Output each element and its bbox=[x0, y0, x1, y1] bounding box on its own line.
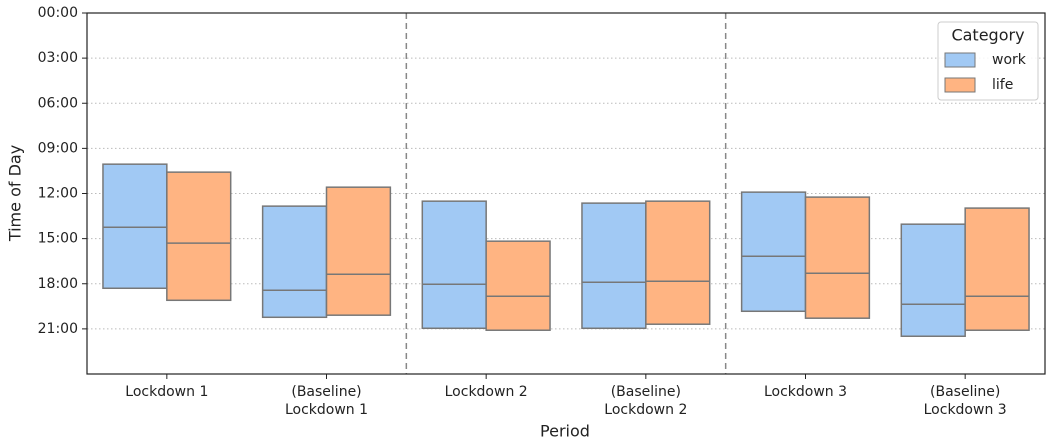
box bbox=[102, 163, 168, 290]
box bbox=[740, 191, 807, 313]
y-tick-label: 15:00 bbox=[38, 231, 78, 247]
x-tick-label-line: Lockdown 3 bbox=[764, 384, 847, 400]
x-tick-label-line: Lockdown 1 bbox=[125, 384, 208, 400]
y-axis-label: Time of Day bbox=[6, 145, 25, 242]
x-tick-label: (Baseline) Lockdown 1 bbox=[285, 384, 368, 418]
x-tick-label-line: (Baseline) bbox=[611, 384, 681, 400]
x-tick-label-line: (Baseline) bbox=[291, 384, 361, 400]
x-tick-label: (Baseline) Lockdown 2 bbox=[604, 384, 687, 418]
box bbox=[964, 207, 1030, 331]
box bbox=[645, 200, 711, 325]
box bbox=[804, 196, 871, 319]
box bbox=[261, 205, 328, 319]
legend-swatch bbox=[944, 52, 976, 68]
box bbox=[166, 171, 232, 302]
x-tick-label-line: Lockdown 3 bbox=[924, 402, 1007, 418]
box bbox=[421, 200, 487, 330]
y-tick-label: 09:00 bbox=[38, 140, 78, 156]
x-tick-label-line: Lockdown 1 bbox=[285, 402, 368, 418]
legend-title: Category bbox=[951, 26, 1024, 45]
y-tick-label: 12:00 bbox=[38, 186, 78, 202]
legend-label: life bbox=[992, 77, 1013, 93]
box bbox=[485, 240, 551, 331]
x-tick-label: Lockdown 2 bbox=[445, 384, 528, 400]
box bbox=[900, 223, 966, 337]
x-tick-label: Lockdown 3 bbox=[764, 384, 847, 400]
box bbox=[581, 202, 647, 330]
plot-frame bbox=[86, 12, 1046, 375]
y-tick-label: 21:00 bbox=[38, 321, 78, 337]
y-tick-label: 00:00 bbox=[38, 5, 78, 21]
legend-swatch bbox=[944, 77, 976, 93]
x-tick-label-line: (Baseline) bbox=[930, 384, 1000, 400]
box bbox=[325, 186, 392, 316]
x-tick-label-line: Lockdown 2 bbox=[445, 384, 528, 400]
y-tick-label: 18:00 bbox=[38, 276, 78, 292]
x-tick-label-line: Lockdown 2 bbox=[604, 402, 687, 418]
y-tick-label: 06:00 bbox=[38, 95, 78, 111]
y-tick-label: 03:00 bbox=[38, 50, 78, 66]
x-axis-label: Period bbox=[540, 422, 590, 441]
legend-label: work bbox=[992, 52, 1027, 68]
x-tick-label: Lockdown 1 bbox=[125, 384, 208, 400]
x-tick-label: (Baseline) Lockdown 3 bbox=[924, 384, 1007, 418]
